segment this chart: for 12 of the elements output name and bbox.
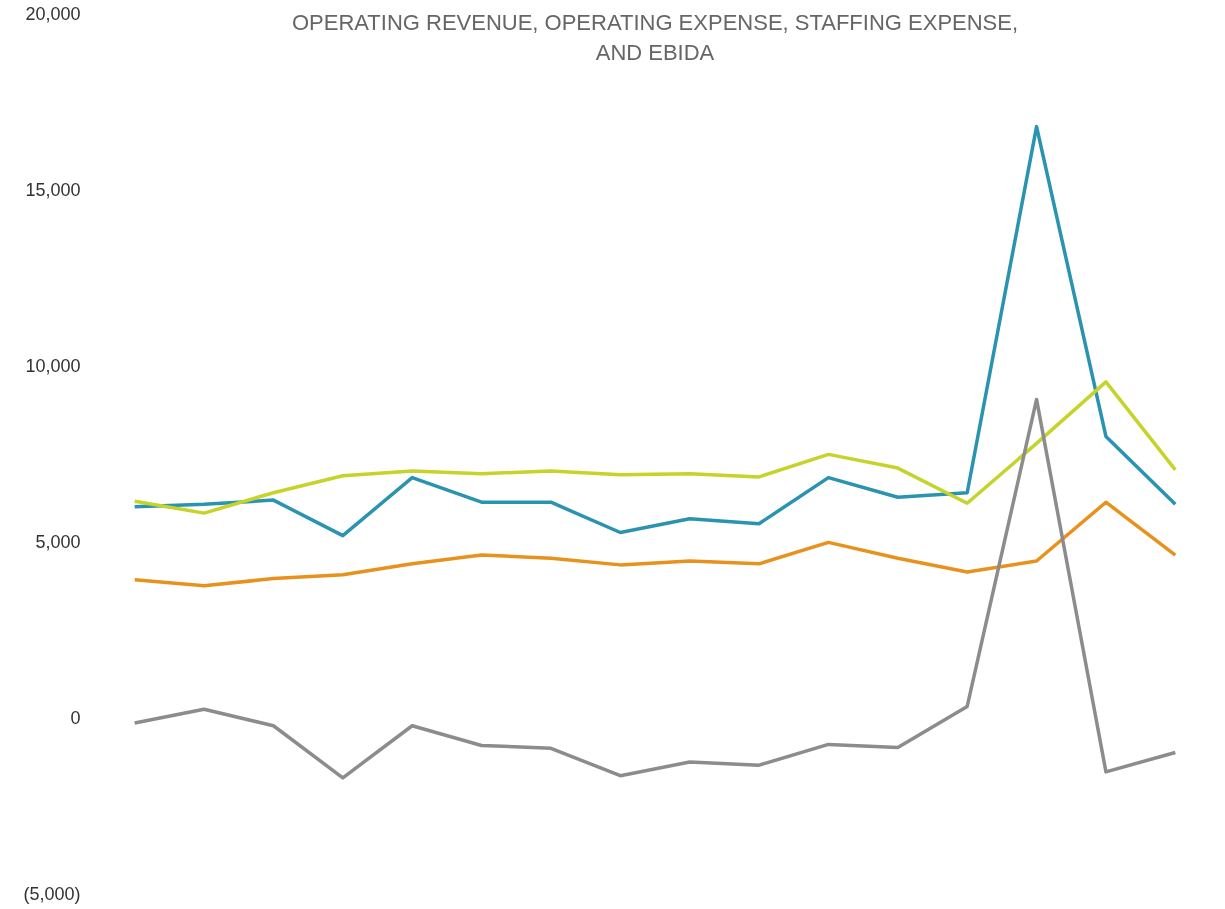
text: OPERATING REVENUE, OPERATING EXPENSE, STAFFING EXPENSE, xyxy=(291,10,1019,35)
text: AND EBIDA xyxy=(595,40,715,65)
y-tick-label: 0 xyxy=(70,707,81,728)
line-series xyxy=(132,380,1178,515)
line-series xyxy=(132,500,1178,588)
y-tick-label: (5,000) xyxy=(23,883,81,904)
y-tick-label: 20,000 xyxy=(25,3,81,24)
y-tick-label: 10,000 xyxy=(25,355,81,376)
line-series xyxy=(132,397,1178,780)
y-tick-label: 15,000 xyxy=(25,179,81,200)
y-tick-label: 5,000 xyxy=(35,531,81,552)
line-series xyxy=(132,124,1178,538)
